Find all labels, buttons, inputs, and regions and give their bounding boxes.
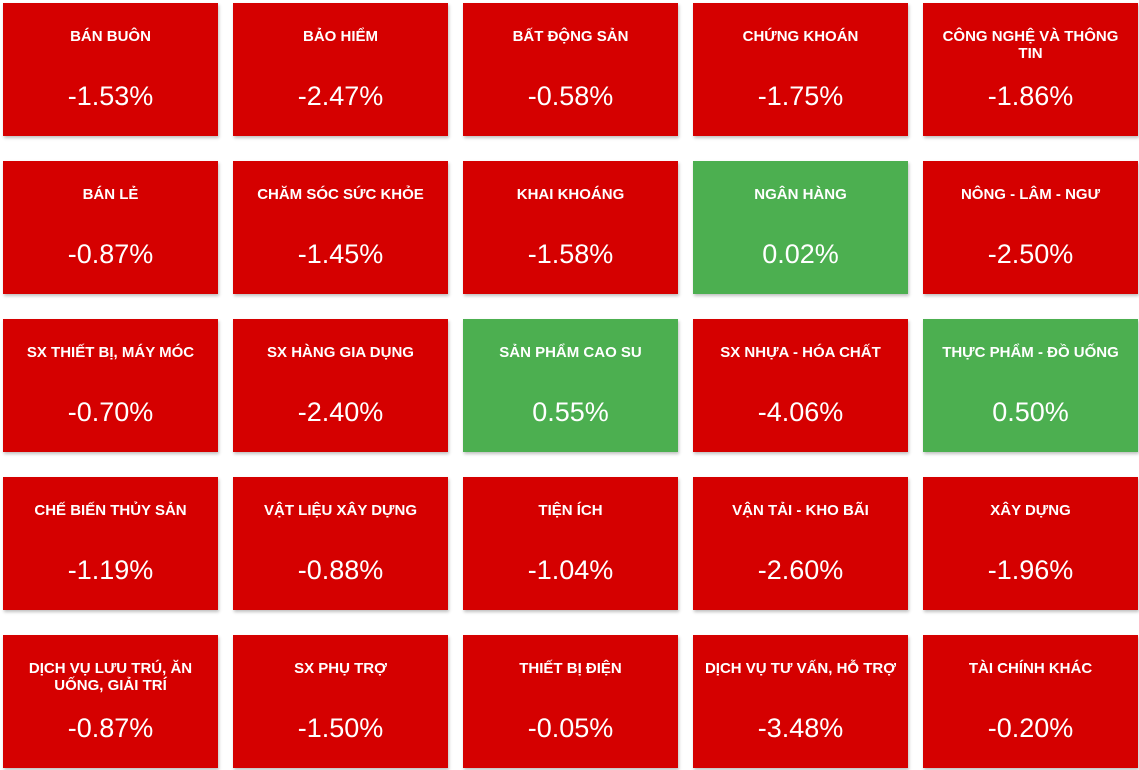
sector-name: BẢO HIỂM: [303, 28, 378, 45]
sector-name: VẬT LIỆU XÂY DỰNG: [263, 502, 418, 519]
sector-tile: DỊCH VỤ TƯ VẤN, HỖ TRỢ -3.48%: [693, 635, 908, 768]
sector-tile: CHĂM SÓC SỨC KHỎE -1.45%: [233, 161, 448, 294]
sector-change: -0.87%: [67, 713, 154, 743]
sector-tile: TÀI CHÍNH KHÁC -0.20%: [923, 635, 1138, 768]
sector-name: VẬN TẢI - KHO BÃI: [732, 502, 869, 519]
sector-name: BÁN LẺ: [82, 186, 139, 203]
sector-change: -2.60%: [757, 555, 844, 585]
sector-tile: DỊCH VỤ LƯU TRÚ, ĂN UỐNG, GIẢI TRÍ -0.87%: [3, 635, 218, 768]
sector-change: -0.58%: [527, 81, 614, 111]
sector-tile: THỰC PHẨM - ĐỒ UỐNG 0.50%: [923, 319, 1138, 452]
sector-tile: BÁN BUÔN -1.53%: [3, 3, 218, 136]
sector-name: XÂY DỰNG: [990, 502, 1071, 519]
sector-tile: BẢO HIỂM -2.47%: [233, 3, 448, 136]
sector-tile: SX THIẾT BỊ, MÁY MÓC -0.70%: [3, 319, 218, 452]
sector-name: BÁN BUÔN: [70, 28, 151, 45]
sector-name: KHAI KHOÁNG: [516, 186, 625, 203]
sector-tile: VẬT LIỆU XÂY DỰNG -0.88%: [233, 477, 448, 610]
sector-change: 0.02%: [762, 239, 839, 269]
sector-name: SẢN PHẨM CAO SU: [499, 344, 642, 361]
sector-change: -0.88%: [297, 555, 384, 585]
sector-tile: KHAI KHOÁNG -1.58%: [463, 161, 678, 294]
sector-change: -1.96%: [987, 555, 1074, 585]
sector-name: CHĂM SÓC SỨC KHỎE: [257, 186, 424, 203]
sector-change: -0.20%: [987, 713, 1074, 743]
sector-name: DỊCH VỤ TƯ VẤN, HỖ TRỢ: [704, 660, 897, 677]
sector-name: SX THIẾT BỊ, MÁY MÓC: [26, 344, 195, 361]
sector-name: SX PHỤ TRỢ: [294, 660, 387, 677]
sector-change: -1.86%: [987, 81, 1074, 111]
sector-name: SX NHỰA - HÓA CHẤT: [720, 344, 881, 361]
sector-change: -1.58%: [527, 239, 614, 269]
sector-tile: SX NHỰA - HÓA CHẤT -4.06%: [693, 319, 908, 452]
sector-change: -1.19%: [67, 555, 154, 585]
sector-tile: CÔNG NGHỆ VÀ THÔNG TIN -1.86%: [923, 3, 1138, 136]
sector-name: NGÂN HÀNG: [754, 186, 847, 203]
sector-change: -0.70%: [67, 397, 154, 427]
sector-tile: SX PHỤ TRỢ -1.50%: [233, 635, 448, 768]
sector-tile: THIẾT BỊ ĐIỆN -0.05%: [463, 635, 678, 768]
sector-change: -4.06%: [757, 397, 844, 427]
sector-name: CÔNG NGHỆ VÀ THÔNG TIN: [942, 28, 1119, 62]
sector-tile: BẤT ĐỘNG SẢN -0.58%: [463, 3, 678, 136]
sector-change: 0.50%: [992, 397, 1069, 427]
sector-name: TIỆN ÍCH: [538, 502, 603, 519]
sector-tile: XÂY DỰNG -1.96%: [923, 477, 1138, 610]
sector-change: -2.47%: [297, 81, 384, 111]
sector-name: CHẾ BIẾN THỦY SẢN: [34, 502, 187, 519]
sector-tile: TIỆN ÍCH -1.04%: [463, 477, 678, 610]
sector-change: -0.87%: [67, 239, 154, 269]
sector-change: -1.53%: [67, 81, 154, 111]
sector-name: BẤT ĐỘNG SẢN: [512, 28, 629, 45]
sector-change: -1.45%: [297, 239, 384, 269]
sector-tile: SX HÀNG GIA DỤNG -2.40%: [233, 319, 448, 452]
sector-tile: VẬN TẢI - KHO BÃI -2.60%: [693, 477, 908, 610]
sector-change: -2.40%: [297, 397, 384, 427]
sector-tile: CHẾ BIẾN THỦY SẢN -1.19%: [3, 477, 218, 610]
sector-tile: CHỨNG KHOÁN -1.75%: [693, 3, 908, 136]
sector-change: -1.50%: [297, 713, 384, 743]
sector-tile: NÔNG - LÂM - NGƯ -2.50%: [923, 161, 1138, 294]
sector-change: -1.75%: [757, 81, 844, 111]
sector-change: 0.55%: [532, 397, 609, 427]
sector-change: -3.48%: [757, 713, 844, 743]
sector-name: DỊCH VỤ LƯU TRÚ, ĂN UỐNG, GIẢI TRÍ: [28, 660, 193, 694]
sector-name: CHỨNG KHOÁN: [742, 28, 859, 45]
sector-name: SX HÀNG GIA DỤNG: [267, 344, 414, 361]
sector-name: THIẾT BỊ ĐIỆN: [519, 660, 622, 677]
sector-tile: SẢN PHẨM CAO SU 0.55%: [463, 319, 678, 452]
sector-name: NÔNG - LÂM - NGƯ: [960, 186, 1101, 203]
sector-tile: NGÂN HÀNG 0.02%: [693, 161, 908, 294]
sector-change: -1.04%: [527, 555, 614, 585]
sector-tile: BÁN LẺ -0.87%: [3, 161, 218, 294]
sector-change: -0.05%: [527, 713, 614, 743]
sector-name: TÀI CHÍNH KHÁC: [968, 660, 1093, 677]
sector-change: -2.50%: [987, 239, 1074, 269]
sector-name: THỰC PHẨM - ĐỒ UỐNG: [942, 344, 1119, 361]
